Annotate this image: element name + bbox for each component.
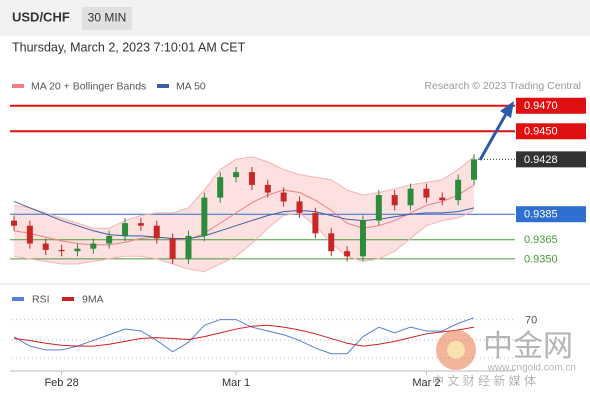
line xyxy=(13,200,475,239)
candle-body xyxy=(375,195,382,221)
timestamp: Thursday, March 2, 2023 7:10:01 AM CET xyxy=(12,40,246,54)
level-box xyxy=(516,151,586,168)
line xyxy=(13,324,475,347)
candle-body xyxy=(344,251,351,257)
legend-swatch xyxy=(12,84,24,88)
candle-body xyxy=(328,233,335,252)
legend-swatch xyxy=(62,297,74,301)
candle-body xyxy=(455,179,462,201)
candle-body xyxy=(185,235,192,259)
candle-body xyxy=(26,225,33,244)
candle-body xyxy=(106,235,113,244)
candle-body xyxy=(153,225,160,239)
candle-body xyxy=(169,238,176,259)
symbol: USD/CHF xyxy=(12,9,70,24)
level-label: 0.9450 xyxy=(524,126,558,138)
candle-body xyxy=(296,201,303,213)
line xyxy=(13,317,475,355)
candle-body xyxy=(439,197,446,201)
level-box xyxy=(516,123,586,140)
legend-label: MA 50 xyxy=(176,80,206,92)
candle-body xyxy=(312,212,319,234)
legend-swatch xyxy=(157,84,169,88)
x-tick-label: Mar 2 xyxy=(412,377,440,389)
candle-body xyxy=(471,159,477,180)
candle-body xyxy=(248,172,255,185)
candle-body xyxy=(122,223,129,236)
legend-label: RSI xyxy=(32,293,50,305)
candle-body xyxy=(233,172,240,178)
level-label: 0.9428 xyxy=(524,154,558,166)
watermark-logo xyxy=(447,341,465,359)
candle-body xyxy=(137,223,144,226)
line xyxy=(13,156,475,229)
candle-body xyxy=(58,249,65,252)
level-box xyxy=(516,206,586,223)
level-label: 0.9350 xyxy=(524,253,558,265)
candle-body xyxy=(201,197,208,236)
candle-body xyxy=(391,195,398,206)
watermark-tagline: 中 文 财 经 新 媒 体 xyxy=(432,373,536,388)
level-label: 0.9470 xyxy=(524,100,558,112)
candle-body xyxy=(217,177,224,198)
x-tick-label: Mar 1 xyxy=(222,377,250,389)
x-tick-label: Feb 28 xyxy=(44,377,78,389)
interval[interactable]: 30 MIN xyxy=(88,11,127,25)
candle-body xyxy=(423,188,430,198)
candle-body xyxy=(359,220,366,257)
candle-body xyxy=(74,248,81,252)
credit: Research © 2023 Trading Central xyxy=(424,80,581,92)
watermark-brand: 中金网 xyxy=(483,330,573,363)
line xyxy=(13,209,475,273)
level-box xyxy=(516,97,586,114)
level-label: 0.9385 xyxy=(524,209,558,221)
legend-label: MA 20 + Bollinger Bands xyxy=(31,80,146,92)
level-label: 0.9365 xyxy=(524,234,558,246)
candle-body xyxy=(11,220,17,226)
candle-body xyxy=(407,188,414,206)
candle-body xyxy=(264,184,271,193)
interval-box[interactable] xyxy=(82,7,132,30)
watermark: 中金网 中 文 财 经 新 媒 体 www.cngold.com.cn xyxy=(432,330,576,388)
watermark-url: www.cngold.com.cn xyxy=(487,363,576,374)
candle-body xyxy=(42,243,49,250)
candle-body xyxy=(280,192,287,202)
forecast-arrow-head xyxy=(500,101,514,118)
y-tick-label: 70 xyxy=(525,314,537,326)
forecast-arrow xyxy=(478,113,508,161)
legend-swatch xyxy=(12,297,24,301)
candle-body xyxy=(90,243,97,249)
legend-label: 9MA xyxy=(82,293,104,305)
